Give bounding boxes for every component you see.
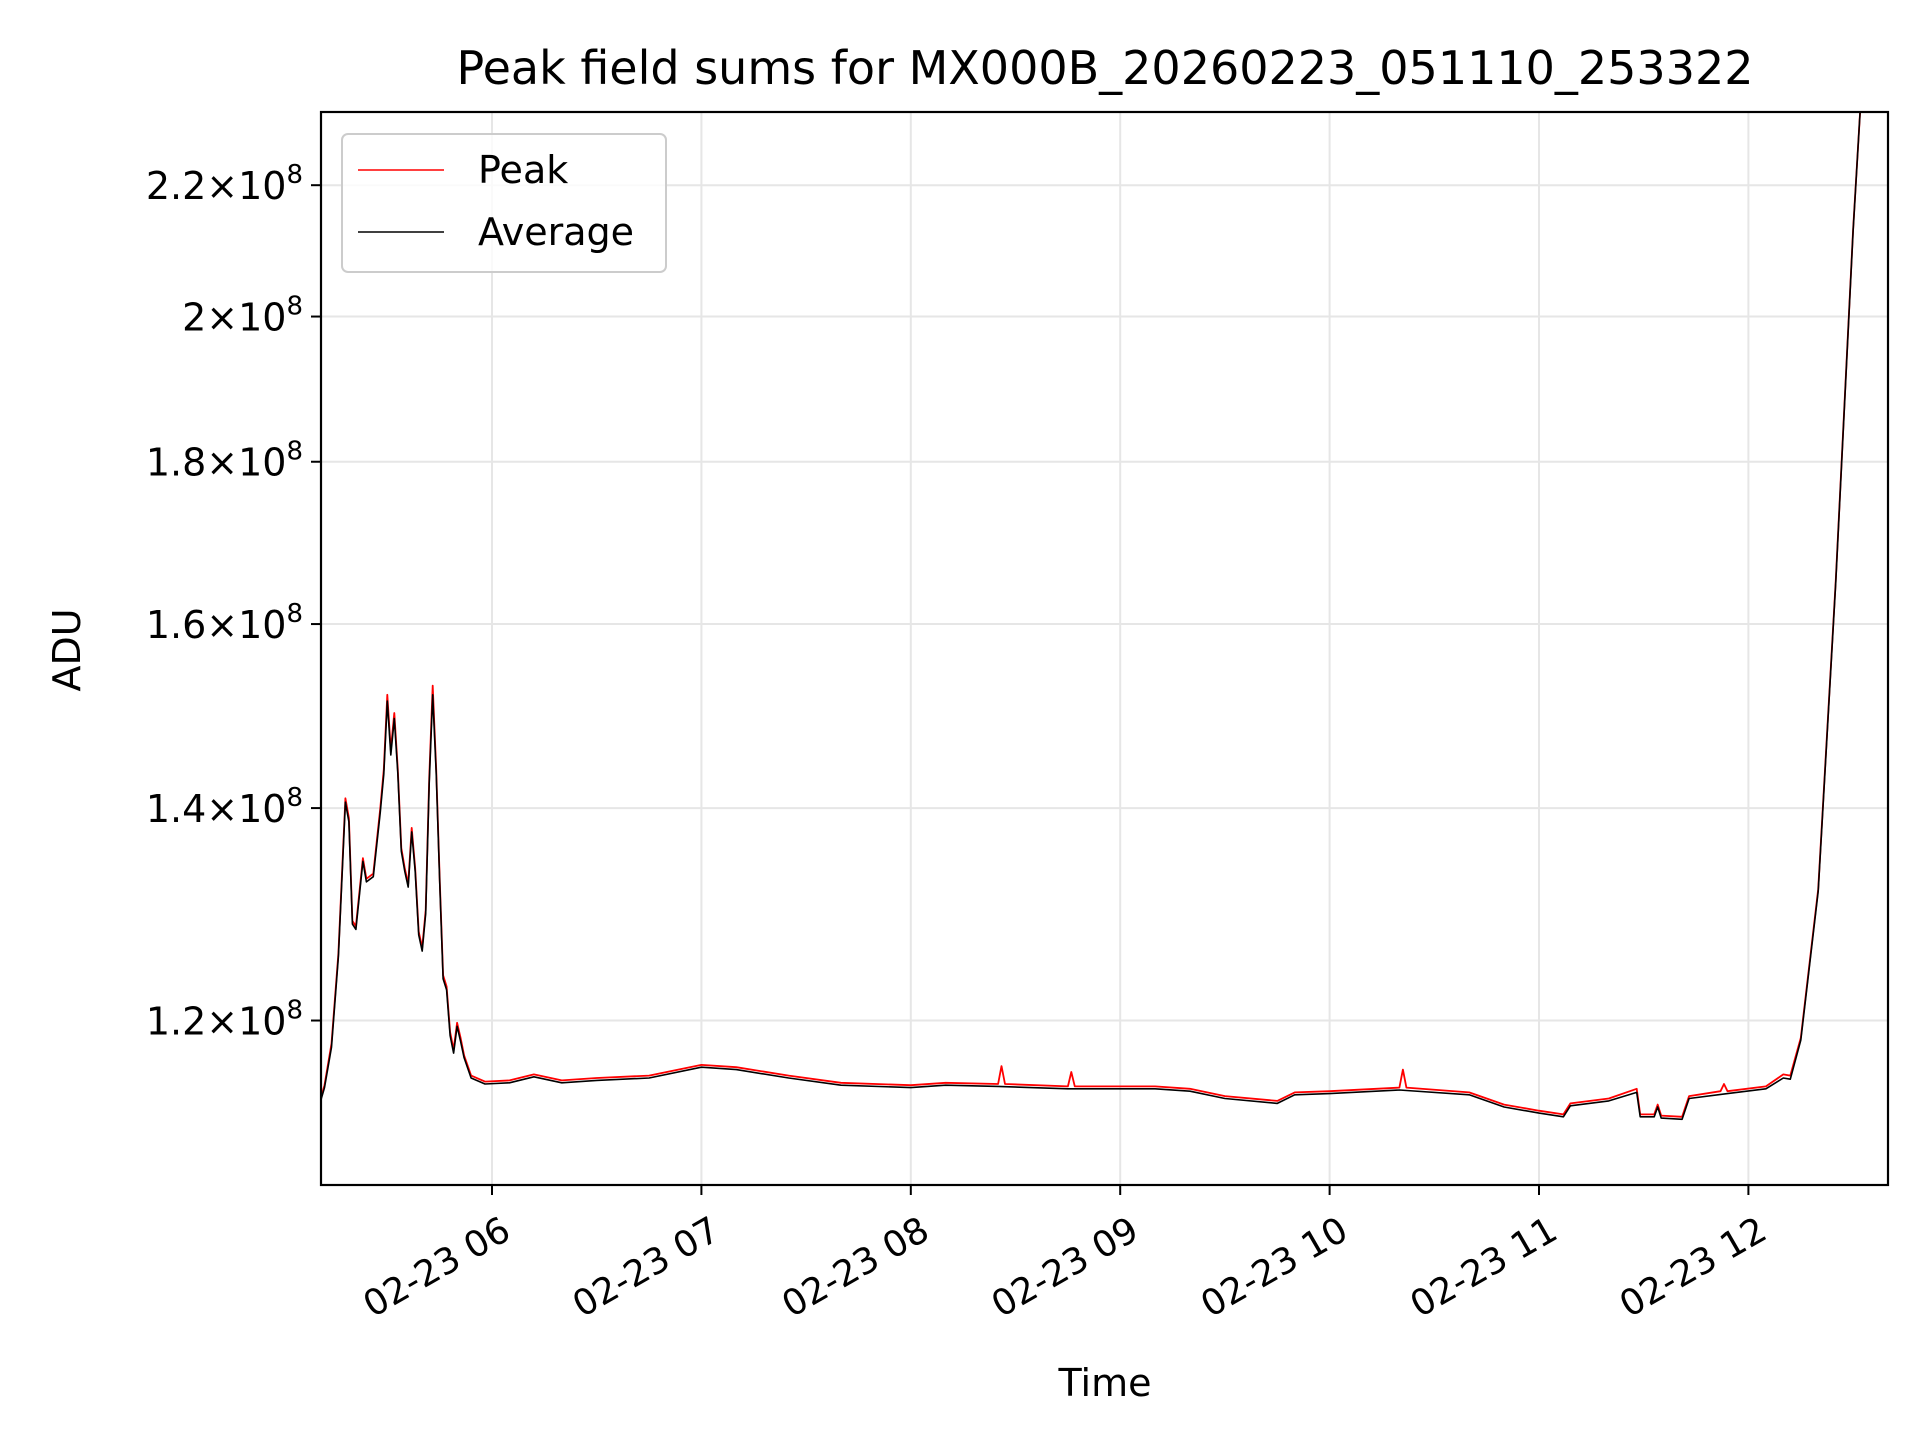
y-tick-times-ten: ×10 [206,164,286,208]
y-tick-exponent: 8 [286,783,303,813]
y-tick-times-ten: ×10 [206,1000,286,1044]
y-tick-mantissa: 1.8 [146,441,206,485]
y-tick-label: 1.6×108 [146,599,303,647]
plot-frame [319,110,1890,1187]
y-tick-label: 2×108 [182,292,303,340]
grid [321,112,1888,1185]
y-tick-times-ten: ×10 [206,603,286,647]
y-axis-label: ADU [45,608,89,691]
chart-title: Peak field sums for MX000B_20260223_0511… [456,41,1753,95]
y-tick-times-ten: ×10 [206,441,286,485]
y-tick-exponent: 8 [286,437,303,467]
y-tick-mantissa: 1.2 [146,1000,206,1044]
y-tick-mantissa: 1.4 [146,787,206,831]
y-tick-label: 1.8×108 [146,437,303,485]
y-tick-label: 1.4×108 [146,783,303,831]
y-tick-exponent: 8 [286,599,303,629]
y-tick-label: 2.2×108 [146,160,303,208]
series-line-average [321,112,1861,1121]
y-tick-times-ten: ×10 [206,296,286,340]
legend-label-peak: Peak [478,148,568,192]
x-axis-label: Time [1058,1361,1152,1405]
y-tick-mantissa: 1.6 [146,603,206,647]
legend: Peak Average [341,133,667,273]
y-tick-times-ten: ×10 [206,787,286,831]
y-tick-exponent: 8 [286,160,303,190]
y-tick-exponent: 8 [286,292,303,322]
y-tick-exponent: 8 [286,996,303,1026]
y-tick-mantissa: 2.2 [146,164,206,208]
legend-label-average: Average [478,210,634,254]
series-layer [321,112,1861,1121]
y-tick-label: 1.2×108 [146,996,303,1044]
legend-box [341,133,667,273]
y-tick-mantissa: 2 [182,296,206,340]
